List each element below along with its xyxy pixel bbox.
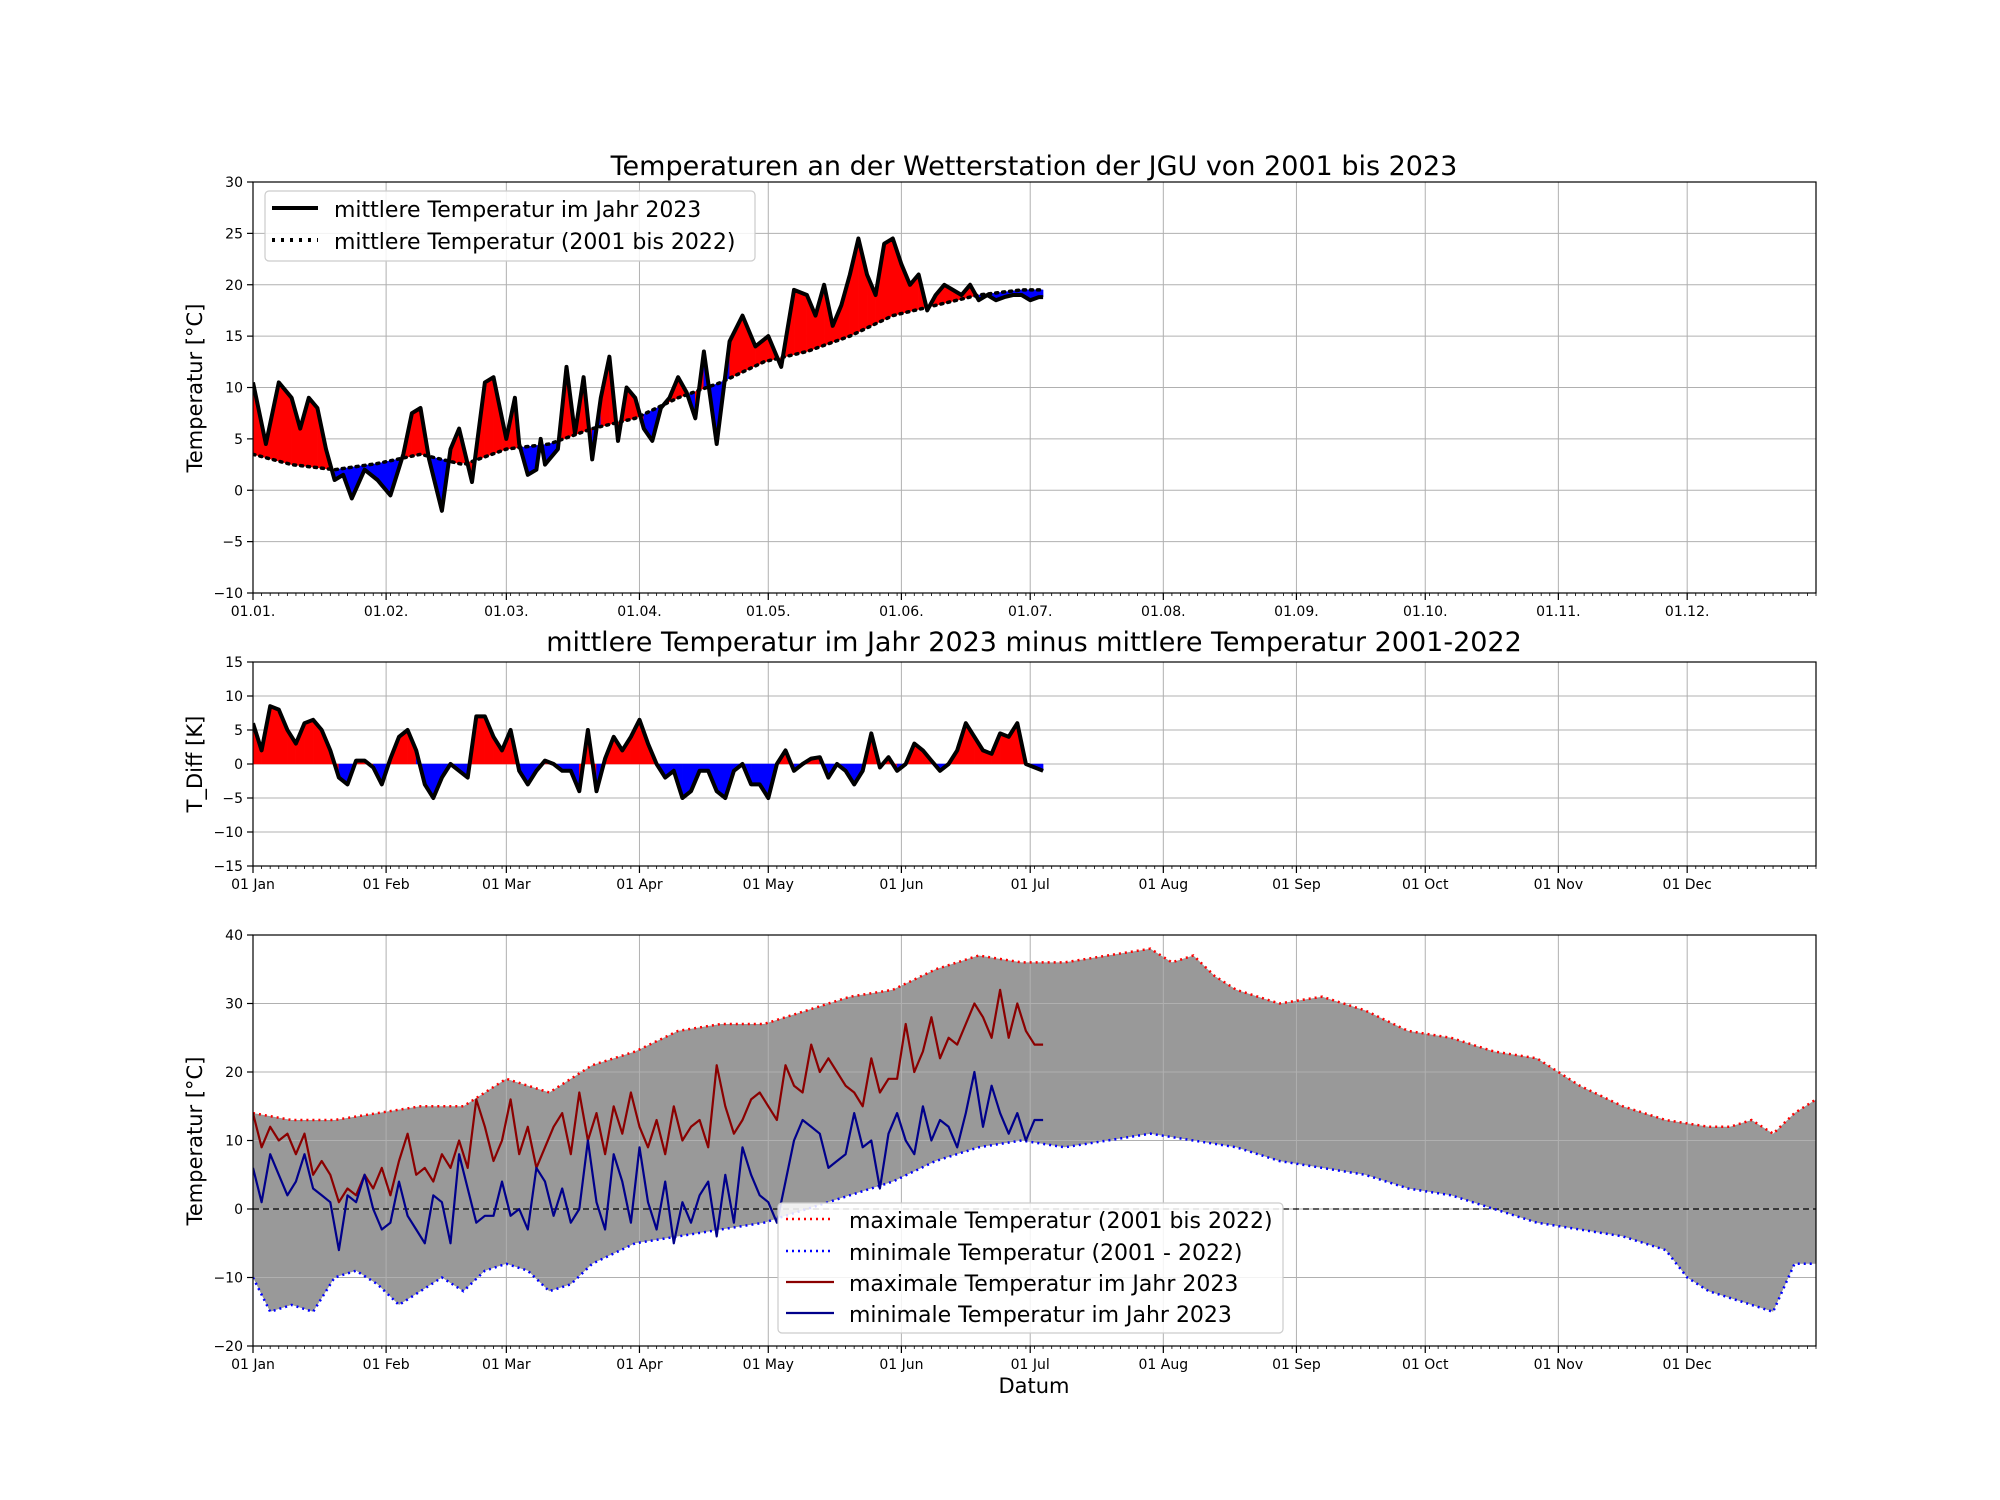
x-tick-label: 01 Jul (1011, 1357, 1050, 1373)
panel-min-max-temperature: Temperatur [°C] Datum −20 −10 0 10 20 30 40 01… (183, 928, 1817, 1398)
y-tick-label: 0 (234, 757, 243, 773)
x-tick-label: 01 Jun (879, 1357, 923, 1373)
x-tick-label: 01 Sep (1272, 877, 1321, 893)
y-tick-label: 15 (225, 655, 243, 671)
panel3-y-ticks: −20 −10 0 10 20 30 40 (213, 928, 253, 1355)
x-tick-label: 01 Sep (1272, 1357, 1321, 1373)
x-tick-label: 01.02. (364, 604, 409, 620)
x-tick-label: 01 Feb (363, 877, 410, 893)
x-tick-label: 01 Jan (231, 1357, 275, 1373)
difference-fill-segment (750, 763, 760, 785)
x-tick-label: 01 Oct (1402, 877, 1449, 893)
difference-fill-segment (304, 719, 314, 765)
x-tick-label: 01 Jul (1011, 877, 1050, 893)
y-tick-label: 30 (225, 997, 243, 1013)
x-tick-label: 01 Aug (1139, 877, 1189, 893)
y-tick-label: 20 (225, 278, 243, 294)
panel3-series-min-2023 (253, 1070, 1044, 1252)
panel2-x-ticks: 01 Jan 01 Feb 01 Mar 01 Apr 01 May 01 Jun 01 J… (231, 866, 1817, 893)
panel1-legend-box (264, 190, 756, 262)
y-tick-label: 40 (225, 928, 243, 944)
panel3-series-max-2023 (253, 988, 1044, 1204)
x-tick-label: 01.01. (231, 604, 276, 620)
x-tick-label: 01 Feb (363, 1357, 410, 1373)
x-tick-label: 01 Apr (616, 877, 663, 893)
deviation-fill-segment (793, 289, 808, 355)
panel3-series-max-2001-2022 (253, 947, 1816, 1136)
x-tick-label: 01.08. (1141, 604, 1186, 620)
x-tick-label: 01 Dec (1663, 1357, 1712, 1373)
y-tick-label: −10 (213, 1271, 243, 1287)
legend-label-mean-2023: mittlere Temperatur im Jahr 2023 (334, 198, 701, 223)
panel2-ylabel: T_Diff [K] (183, 716, 208, 814)
legend-label-min-2023: minimale Temperatur im Jahr 2023 (849, 1303, 1232, 1328)
y-tick-label: 25 (225, 226, 243, 242)
panel1-legend: mittlere Temperatur im Jahr 2023 mittler… (264, 190, 756, 262)
panel1-x-ticks: 01.01. 01.02. 01.03. 01.04. 01.05. 01.06. 01.0… (231, 593, 1817, 620)
x-tick-label: 01.12. (1665, 604, 1710, 620)
y-tick-label: 0 (234, 483, 243, 499)
panel1-y-ticks: −10 −5 0 5 10 15 20 25 30 (213, 175, 253, 602)
x-tick-label: 01.04. (617, 604, 662, 620)
x-tick-label: 01 Mar (482, 877, 531, 893)
panel1-title: Temperaturen an der Wetterstation der JG… (610, 151, 1458, 182)
y-tick-label: 10 (225, 381, 243, 397)
difference-fill-segment (269, 705, 280, 765)
panel1-series-mean-2023 (253, 236, 1044, 513)
panel1-series-mean-2001-2022 (253, 288, 1045, 472)
x-tick-label: 01.03. (484, 604, 529, 620)
x-tick-label: 01 Jun (879, 877, 923, 893)
x-tick-label: 01.11. (1536, 604, 1581, 620)
x-tick-label: 01 Apr (616, 1357, 663, 1373)
legend-label-max-2001-2022: maximale Temperatur (2001 bis 2022) (849, 1209, 1273, 1234)
x-tick-label: 01 Oct (1402, 1357, 1449, 1373)
y-tick-label: 10 (225, 1134, 243, 1150)
y-tick-label: 5 (234, 432, 243, 448)
panel1-deviation-fill (253, 238, 1044, 511)
panel3-legend-box (777, 1202, 1284, 1334)
x-tick-label: 01 May (743, 1357, 794, 1373)
panel1-ylabel: Temperatur [°C] (183, 304, 207, 474)
y-tick-label: −20 (213, 1339, 243, 1355)
y-tick-label: −10 (213, 586, 243, 602)
x-tick-label: 01 May (743, 877, 794, 893)
panel3-legend: maximale Temperatur (2001 bis 2022) mini… (777, 1202, 1284, 1334)
y-tick-label: 0 (234, 1202, 243, 1218)
panel2-series-difference (253, 704, 1044, 800)
y-tick-label: 15 (225, 329, 243, 345)
x-tick-label: 01 Dec (1663, 877, 1712, 893)
y-tick-label: 10 (225, 689, 243, 705)
x-tick-label: 01.07. (1008, 604, 1053, 620)
panel3-xlabel: Datum (998, 1374, 1069, 1398)
y-tick-label: −15 (213, 859, 243, 875)
legend-label-max-2023: maximale Temperatur im Jahr 2023 (849, 1272, 1238, 1297)
panel-mean-temperature: Temperaturen an der Wetterstation der JG… (183, 151, 1817, 620)
x-tick-label: 01 Aug (1139, 1357, 1189, 1373)
x-tick-label: 01 Jan (231, 877, 275, 893)
y-tick-label: 20 (225, 1065, 243, 1081)
panel2-title: mittlere Temperatur im Jahr 2023 minus m… (546, 627, 1522, 658)
deviation-fill-segment (883, 238, 894, 321)
x-tick-label: 01.10. (1403, 604, 1448, 620)
panel-temperature-difference: mittlere Temperatur im Jahr 2023 minus m… (183, 627, 1817, 893)
legend-label-min-2001-2022: minimale Temperatur (2001 - 2022) (849, 1241, 1243, 1266)
x-tick-label: 01 Nov (1534, 877, 1584, 893)
x-tick-label: 01 Nov (1534, 1357, 1584, 1373)
legend-label-mean-2001-2022: mittlere Temperatur (2001 bis 2022) (334, 230, 736, 255)
x-tick-label: 01.05. (746, 604, 791, 620)
panel2-y-ticks: −15 −10 −5 0 5 10 15 (213, 655, 253, 875)
panel3-x-ticks: 01 Jan 01 Feb 01 Mar 01 Apr 01 May 01 Jun 01 J… (231, 1346, 1817, 1373)
x-tick-label: 01.06. (879, 604, 924, 620)
y-tick-label: −5 (222, 535, 243, 551)
panel3-ylabel: Temperatur [°C] (183, 1057, 207, 1227)
y-tick-label: −10 (213, 825, 243, 841)
x-tick-label: 01 Mar (482, 1357, 531, 1373)
deviation-fill-segment (484, 376, 494, 458)
y-tick-label: −5 (222, 791, 243, 807)
x-tick-label: 01.09. (1274, 604, 1319, 620)
difference-fill-segment (476, 716, 486, 765)
y-tick-label: 5 (234, 723, 243, 739)
y-tick-label: 30 (225, 175, 243, 191)
